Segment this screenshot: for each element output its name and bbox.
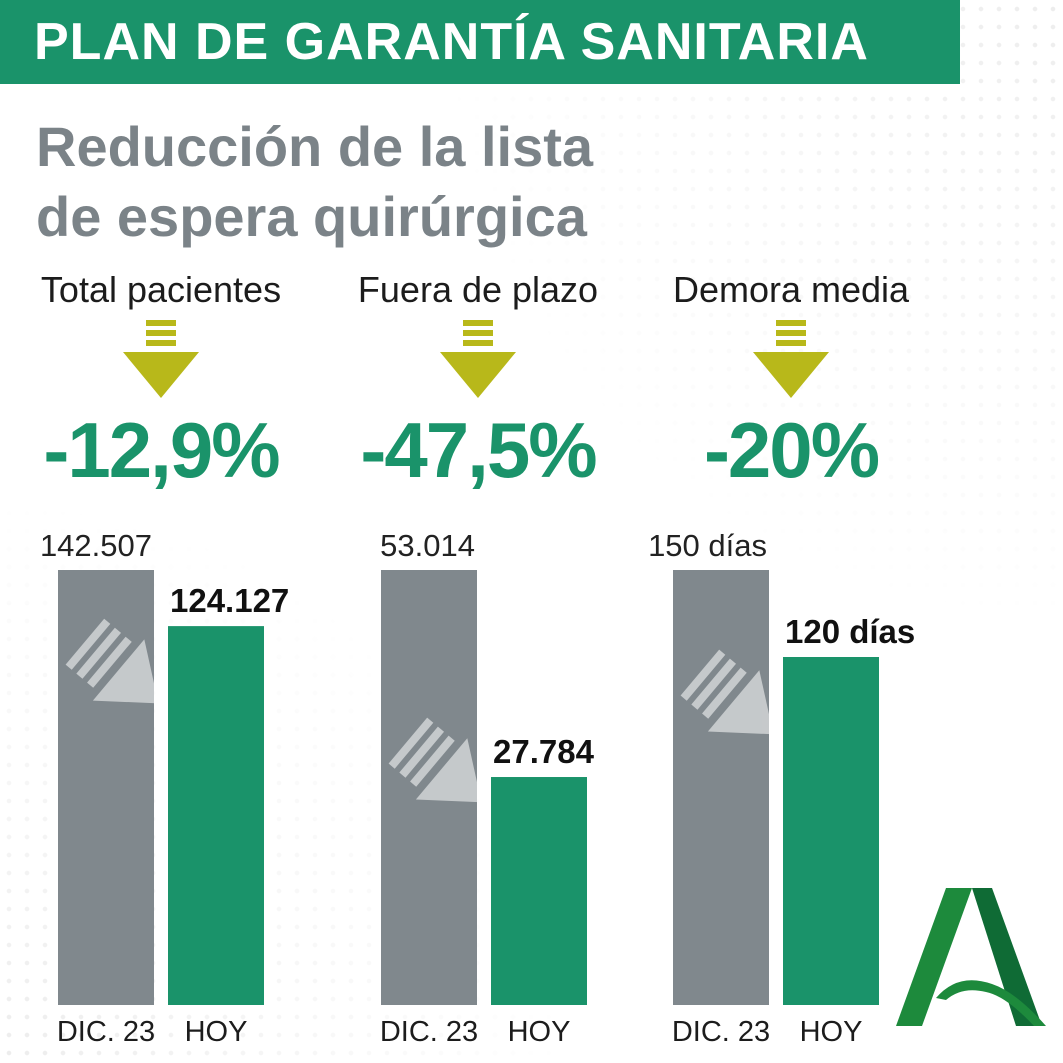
- category-label: DIC. 23: [57, 1016, 155, 1048]
- metric-fuera-de-plazo: Fuera de plazo -47,5%: [313, 268, 643, 494]
- bar-dic23: [58, 570, 154, 1005]
- category-label: DIC. 23: [380, 1016, 478, 1048]
- bar-value-label: 53.014: [380, 528, 475, 563]
- metric-total-pacientes: Total pacientes -12,9%: [0, 268, 326, 494]
- category-label: HOY: [185, 1016, 248, 1048]
- page-title: PLAN DE GARANTÍA SANITARIA: [34, 13, 869, 71]
- subtitle-line-2: de espera quirúrgica: [36, 185, 587, 248]
- header-band: PLAN DE GARANTÍA SANITARIA: [0, 0, 960, 84]
- metric-change: -12,9%: [43, 406, 280, 494]
- metric-label: Demora media: [672, 269, 910, 310]
- trend-arrow-icon: [388, 717, 482, 803]
- trend-arrow-icon: [65, 618, 159, 704]
- junta-andalucia-logo: [896, 888, 1046, 1026]
- trend-arrow-icon: [680, 649, 774, 735]
- bar-value-label: 120 días: [785, 613, 915, 650]
- bar-value-label: 124.127: [170, 582, 289, 619]
- down-arrow-icon: [753, 320, 829, 398]
- bar-value-label: 150 días: [648, 528, 767, 563]
- subtitle: Reducción de la lista de espera quirúrgi…: [36, 112, 656, 252]
- category-label: HOY: [800, 1016, 863, 1048]
- metric-change: -20%: [703, 406, 880, 494]
- metric-change: -47,5%: [360, 406, 597, 494]
- bar-dic23: [673, 570, 769, 1005]
- subtitle-line-1: Reducción de la lista: [36, 115, 594, 178]
- metric-label: Fuera de plazo: [357, 269, 599, 310]
- down-arrow-icon: [123, 320, 199, 398]
- bar-hoy: [168, 626, 264, 1005]
- bar-value-label: 27.784: [493, 733, 595, 770]
- metric-label: Total pacientes: [40, 269, 282, 310]
- bar-value-label: 142.507: [40, 528, 152, 563]
- category-label: DIC. 23: [672, 1016, 770, 1048]
- bar-hoy: [491, 777, 587, 1005]
- metric-demora-media: Demora media -20%: [626, 268, 956, 494]
- down-arrow-icon: [440, 320, 516, 398]
- category-label: HOY: [508, 1016, 571, 1048]
- bar-hoy: [783, 657, 879, 1005]
